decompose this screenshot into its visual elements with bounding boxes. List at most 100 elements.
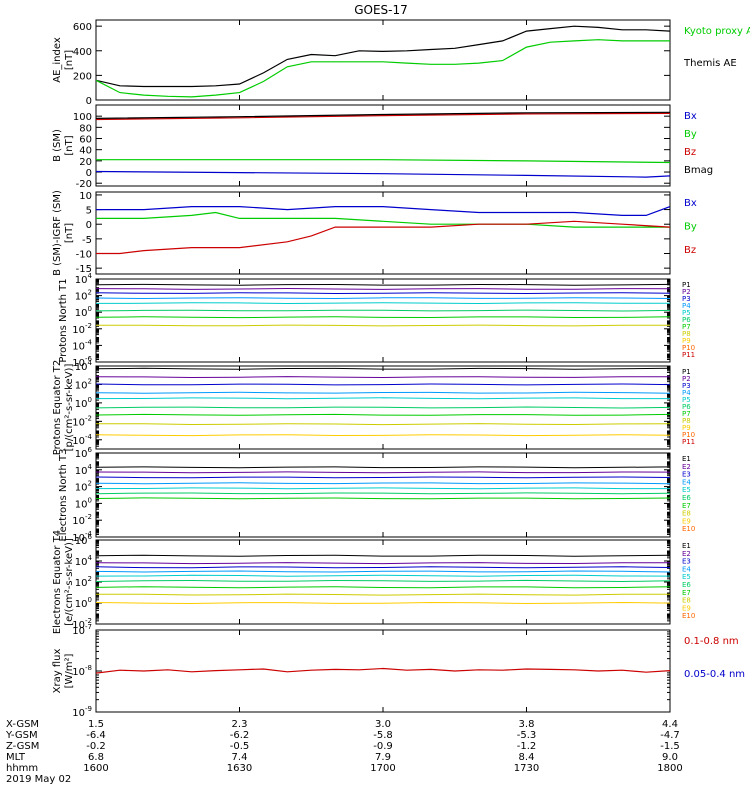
legend-entry: P5: [682, 396, 691, 404]
legend-entry: P3: [682, 382, 691, 390]
channel-line: [96, 562, 670, 565]
footer-row-label: Y-GSM: [5, 730, 38, 741]
legend-entry: E4: [682, 478, 691, 486]
legend-entry: E1: [682, 455, 691, 463]
legend-entry: P8: [682, 330, 691, 338]
legend-entry: E6: [682, 494, 691, 502]
footer-value: -0.2: [86, 741, 106, 752]
y-tick-exponent: -2: [85, 322, 92, 330]
y-tick-label: 10: [79, 191, 92, 202]
panel-frame: [95, 278, 671, 363]
y-axis-unit: [p/(cm²-s-sr-keV)]: [64, 364, 75, 452]
y-tick-label: 106: [75, 446, 93, 460]
channel-line: [96, 297, 670, 300]
legend-entry: E1: [682, 542, 691, 550]
legend-entry: E5: [682, 486, 691, 494]
y-tick-exponent: -4: [85, 338, 93, 346]
y-axis-label: B (SM): [52, 129, 63, 162]
panel-4: 104 102 100 10-2 10-4 Protons Equator T2 [p/(c…: [52, 359, 695, 455]
y-tick-label: 100: [75, 305, 92, 319]
legend-entry: P9: [682, 337, 691, 345]
y-tick-label: 10-2: [72, 322, 92, 336]
footer-value: -5.3: [517, 730, 537, 741]
legend-entry: Bz: [684, 147, 696, 158]
legend-entry: Bx: [684, 198, 697, 209]
footer-value: 3.8: [519, 719, 535, 730]
y-tick-exponent: -8: [85, 664, 92, 672]
y-tick-label: 40: [79, 146, 92, 157]
panel-frame: [95, 19, 671, 101]
y-tick-exponent: -4: [85, 433, 93, 441]
channel-line: [96, 397, 670, 400]
channel-line: [96, 497, 670, 500]
footer-value: 8.4: [519, 752, 535, 763]
legend-entry: P11: [682, 438, 695, 446]
footer-value: 7.9: [375, 752, 391, 763]
y-tick-exponent: -6: [85, 355, 93, 363]
channel-line: [96, 316, 670, 319]
legend-entry: P1: [682, 281, 691, 289]
legend-entry: E3: [682, 471, 691, 479]
y-tick-exponent: 0: [88, 496, 92, 504]
series-line: [96, 159, 670, 164]
y-tick-exponent: 0: [88, 596, 92, 604]
y-tick-label: 60: [79, 135, 92, 146]
y-tick-exponent: 4: [88, 463, 93, 471]
footer-value: -6.2: [230, 730, 250, 741]
y-axis-unit: [e/(cm²-s-sr-keV)]: [64, 538, 75, 626]
y-tick-exponent: 4: [88, 359, 93, 367]
footer-value: 1.5: [88, 719, 104, 730]
y-tick-label: -10: [76, 250, 92, 261]
channel-line: [96, 466, 670, 469]
y-tick-label: 80: [79, 123, 92, 134]
footer-value: -0.9: [373, 741, 393, 752]
series-line: [96, 111, 670, 119]
footer-row-label: Z-GSM: [6, 741, 39, 752]
legend-entry: P10: [682, 431, 695, 439]
channel-line: [96, 574, 670, 577]
y-axis-unit: [nT]: [64, 135, 75, 155]
legend-entry: P7: [682, 323, 691, 331]
legend-entry: E9: [682, 517, 691, 525]
legend-entry: P6: [682, 316, 691, 324]
legend-entry: By: [684, 221, 697, 232]
panel-frame: [95, 539, 671, 625]
legend-entry: Bx: [684, 111, 697, 122]
legend-entry: E8: [682, 597, 691, 605]
channel-line: [96, 383, 670, 386]
series-line: [96, 206, 670, 216]
channel-line: [96, 423, 670, 426]
channel-line: [96, 554, 670, 557]
y-tick-label: 400: [73, 47, 92, 58]
y-tick-exponent: 4: [88, 272, 93, 280]
y-tick-label: 102: [75, 480, 92, 494]
channel-line: [96, 492, 670, 495]
y-tick-label: 200: [73, 71, 92, 82]
channel-line: [96, 406, 670, 409]
legend-entry: E8: [682, 510, 691, 518]
y-tick-exponent: 6: [88, 533, 93, 541]
channel-line: [96, 302, 670, 305]
footer-value: 1730: [514, 763, 539, 774]
y-tick-label: 10-4: [72, 338, 92, 352]
panel-0: 0 200 400 600 AE_index[nT] Kyoto proxy AE Them…: [52, 19, 750, 107]
series-line: [96, 211, 670, 228]
y-tick-label: 0: [86, 168, 92, 179]
footer-value: 9.0: [662, 752, 678, 763]
y-tick-label: 10-7: [72, 623, 92, 637]
legend-entry: P11: [682, 351, 695, 359]
footer-value: -6.4: [86, 730, 106, 741]
y-tick-label: 10-4: [72, 433, 92, 447]
footer-row-label: MLT: [6, 752, 26, 763]
channel-line: [96, 324, 670, 327]
legend-entry: P8: [682, 417, 691, 425]
panel-7: 10-7 10-8 10-9 Xray flux [W/m²] 0.1-0.8 nm 0.0…: [52, 623, 745, 719]
y-tick-label: 104: [75, 359, 93, 373]
y-tick-exponent: -2: [85, 513, 92, 521]
